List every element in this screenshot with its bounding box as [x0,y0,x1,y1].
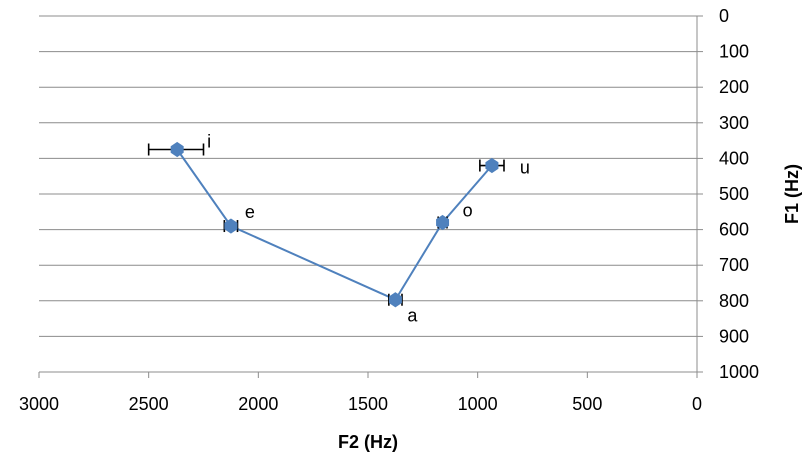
x-tick-label: 3000 [19,394,59,414]
y-tick-label: 700 [719,255,749,275]
point-label: o [463,200,473,220]
point-label: u [520,158,530,178]
data-point [170,141,184,158]
point-label: i [207,132,211,152]
x-tick-label: 2500 [129,394,169,414]
y-tick-label: 900 [719,326,749,346]
x-tick-label: 2000 [238,394,278,414]
y-tick-label: 200 [719,77,749,97]
point-labels: i e a o u [207,132,530,326]
y-tick-label: 500 [719,184,749,204]
y-tick-label: 400 [719,148,749,168]
x-tick-label: 1000 [458,394,498,414]
y-tick-label: 1000 [719,362,759,382]
x-tick-label: 0 [692,394,702,414]
data-point [224,218,238,234]
y-tick-label: 800 [719,291,749,311]
data-point [436,214,450,231]
x-axis-title: F2 (Hz) [338,432,398,452]
data-point [485,157,499,174]
y-tick-label: 300 [719,113,749,133]
y-tick-label: 100 [719,42,749,62]
x-axis-ticks: 3000 2500 2000 1500 1000 500 0 [19,372,702,414]
gridlines [39,15,697,337]
y-axis-ticks: 0 100 200 300 400 500 600 700 800 900 1000 [697,6,759,382]
y-tick-label: 0 [719,6,729,26]
point-label: e [245,202,255,222]
y-tick-label: 600 [719,220,749,240]
data-series [147,141,505,308]
y-axis-title: F1 (Hz) [782,164,802,224]
data-point [388,292,402,308]
x-tick-label: 1500 [348,394,388,414]
x-tick-label: 500 [572,394,602,414]
point-label: a [407,306,418,326]
